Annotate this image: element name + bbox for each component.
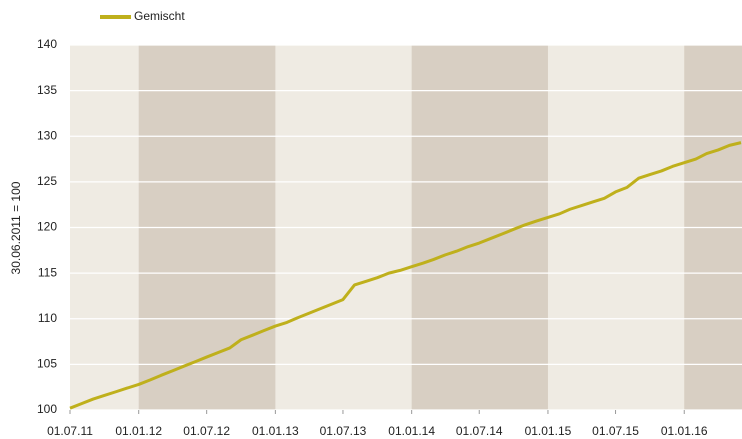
x-tick-label: 01.07.13: [320, 424, 367, 438]
legend-label: Gemischt: [134, 9, 185, 23]
x-tick-label: 01.01.13: [252, 424, 299, 438]
line-series: [69, 141, 742, 410]
y-axis-label: 30.06.2011 = 100: [9, 181, 23, 274]
y-tick-label: 120: [37, 220, 57, 234]
x-tick-label: 01.07.11: [47, 424, 93, 438]
y-tick-label: 130: [37, 128, 57, 142]
y-tick-label: 115: [38, 265, 57, 279]
y-tick-label: 140: [37, 37, 57, 51]
x-tick-label: 01.07.14: [456, 424, 503, 438]
y-tick-label: 135: [37, 83, 57, 97]
x-tick-label: 01.01.16: [661, 424, 708, 438]
x-tick-label: 01.07.15: [592, 424, 639, 438]
y-tick-label: 125: [37, 174, 57, 188]
x-tick-label: 01.01.15: [525, 424, 572, 438]
y-tick-label: 100: [37, 402, 57, 416]
x-tick-label: 01.01.14: [388, 424, 435, 438]
x-tick-label: 01.01.12: [115, 424, 162, 438]
x-tick-label: 01.07.12: [183, 424, 230, 438]
y-tick-label: 110: [38, 311, 57, 325]
y-tick-label: 105: [37, 357, 57, 371]
